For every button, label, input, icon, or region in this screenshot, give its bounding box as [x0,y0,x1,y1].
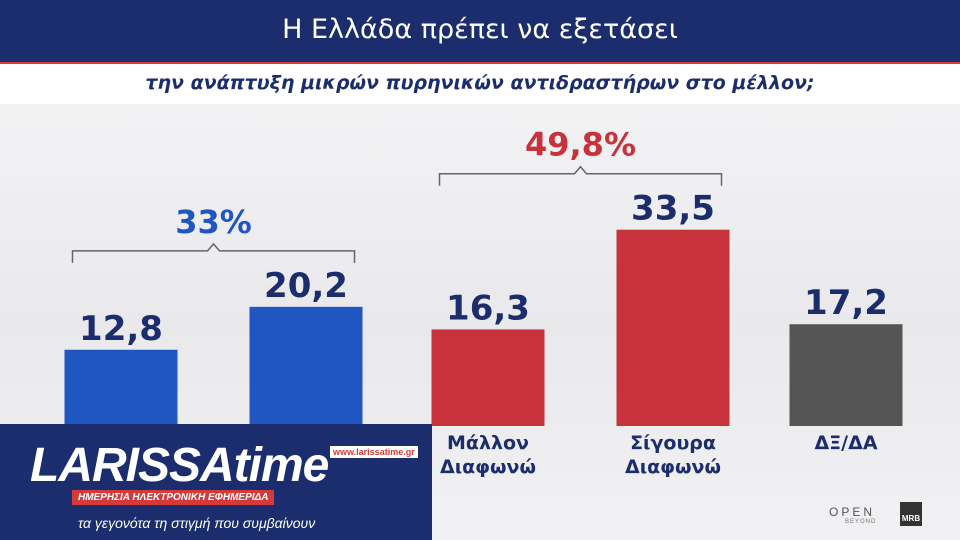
bar-value-label: 12,8 [79,309,163,349]
bar-chart: 12,820,216,333,517,2ΜάλλονΔιαφωνώΣίγουρα… [64,126,903,478]
mrb-logo: MRB [900,502,922,526]
larissatime-logo: LARISSAtime www.larissatime.gr ΗΜΕΡΗΣΙΑ … [0,424,432,540]
bar-value-label: 16,3 [446,288,530,328]
header: Η Ελλάδα πρέπει να εξετάσει την ανάπτυξη… [0,0,960,104]
bar-value-label: 33,5 [631,189,715,229]
logo-wordmark: LARISSAtime [30,439,329,492]
group-total-label: 33% [175,203,252,241]
category-label: Διαφωνώ [440,456,536,478]
bar-value-label: 20,2 [264,266,348,306]
bar [789,324,903,426]
category-label: ΔΞ/ΔΑ [814,432,877,454]
logo-tag: ΗΜΕΡΗΣΙΑ ΗΛΕΚΤΡΟΝΙΚΗ ΕΦΗΜΕΡΙΔΑ [72,490,275,505]
group-bracket [71,242,356,263]
bar [616,229,730,426]
bar [431,329,545,426]
page-title: Η Ελλάδα πρέπει να εξετάσει [282,14,678,45]
category-label: Σίγουρα [630,432,716,454]
open-logo: OPEN [829,505,876,519]
logo-tagline: τα γεγονότα τη στιγμή που συμβαίνουν [78,515,316,531]
group-total-label: 49,8% [525,126,636,164]
logo-url: www.larissatime.gr [330,446,418,458]
subtitle-bar: την ανάπτυξη μικρών πυρηνικών αντιδραστή… [0,64,960,104]
category-label: Μάλλον [447,432,529,454]
bar [249,306,363,426]
open-beyond-label: BEYOND [845,519,877,525]
bar [64,349,178,426]
title-bar: Η Ελλάδα πρέπει να εξετάσει [0,0,960,64]
category-label: Διαφωνώ [625,456,721,478]
page-subtitle: την ανάπτυξη μικρών πυρηνικών αντιδραστή… [145,72,815,94]
bar-value-label: 17,2 [804,283,888,323]
group-bracket [438,165,723,186]
